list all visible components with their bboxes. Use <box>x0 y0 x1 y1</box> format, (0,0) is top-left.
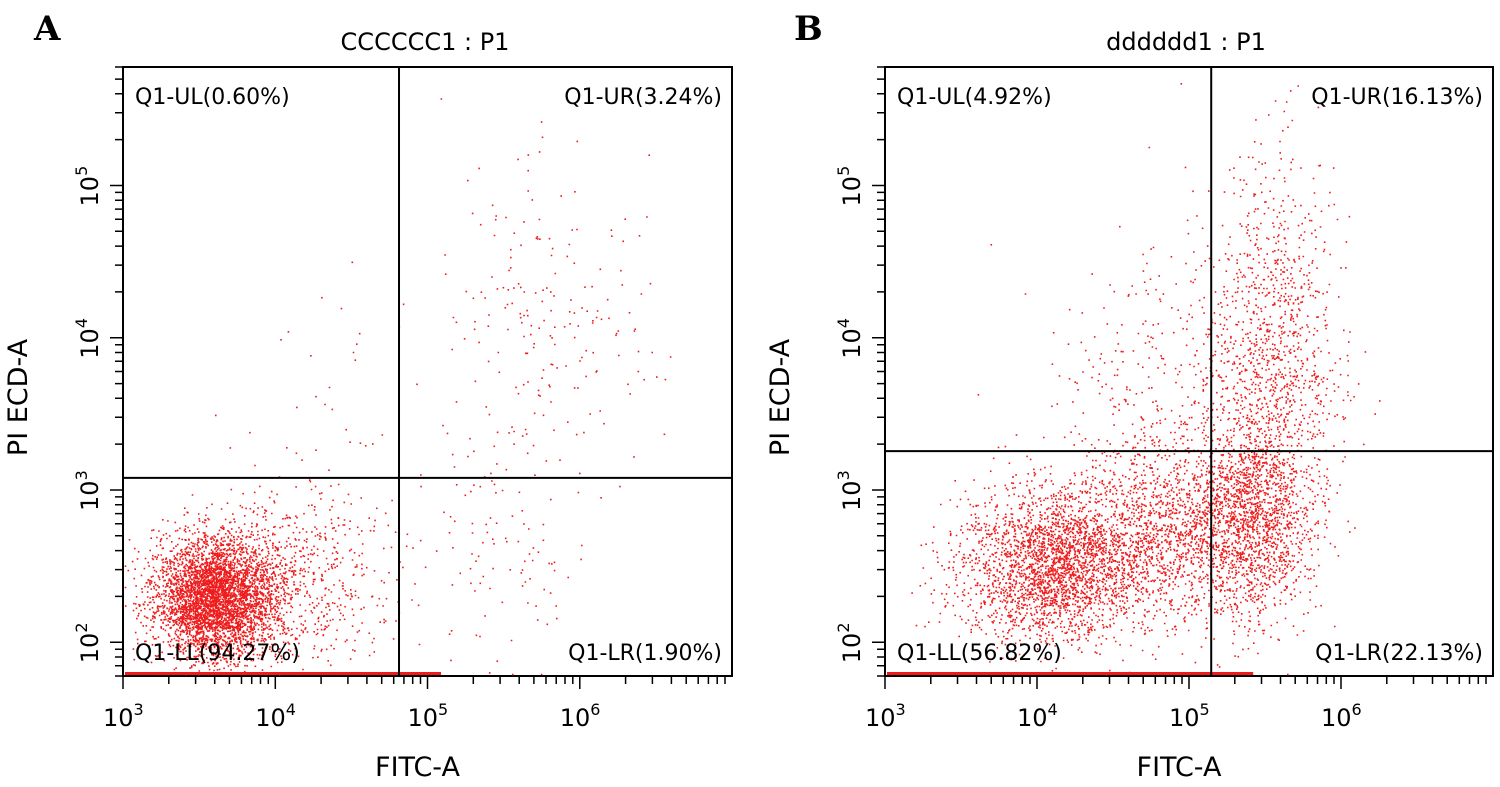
y-tick-exponent: 4 <box>72 318 91 328</box>
x-tick-label: 104 <box>1017 700 1058 732</box>
x-tick-base: 10 <box>1017 704 1048 732</box>
quadrant-label-ul: Q1-UL(0.60%) <box>135 85 290 110</box>
x-tick-labels: 103 104 105 106 <box>865 700 1362 732</box>
x-tick-base: 10 <box>408 704 439 732</box>
y-tick-labels: 102 103 104 105 <box>834 166 866 663</box>
axis-ticks <box>872 66 1487 689</box>
panel-a: A CCCCCC1 : P1 Q1-UL(0.60%) Q1-UR(3.24%)… <box>3 9 733 783</box>
y-tick-label: 102 <box>834 622 866 663</box>
y-tick-exponent: 3 <box>72 470 91 480</box>
x-tick-exponent: 4 <box>286 700 296 719</box>
x-axis-label: FITC-A <box>1137 752 1222 783</box>
y-tick-labels: 102 103 104 105 <box>72 166 104 663</box>
x-tick-label: 103 <box>865 700 906 732</box>
x-tick-exponent: 5 <box>438 700 448 719</box>
y-tick-base: 10 <box>76 633 104 664</box>
y-tick-exponent: 2 <box>834 622 853 632</box>
y-tick-base: 10 <box>76 480 104 511</box>
y-tick-exponent: 2 <box>72 622 91 632</box>
quadrant-label-lr: Q1-LR(22.13%) <box>1315 641 1483 666</box>
y-tick-label: 105 <box>72 166 104 207</box>
x-tick-exponent: 3 <box>134 700 144 719</box>
y-tick-label: 104 <box>834 318 866 359</box>
y-tick-base: 10 <box>838 480 866 511</box>
x-tick-label: 106 <box>560 700 601 732</box>
scatter-points <box>887 83 1381 676</box>
x-tick-base: 10 <box>1169 704 1200 732</box>
x-tick-exponent: 6 <box>590 700 600 719</box>
x-tick-label: 105 <box>1169 700 1210 732</box>
y-tick-base: 10 <box>76 176 104 207</box>
y-tick-base: 10 <box>838 176 866 207</box>
x-tick-label: 103 <box>103 700 144 732</box>
x-tick-label: 106 <box>1321 700 1362 732</box>
y-axis-label: PI ECD-A <box>765 338 796 456</box>
x-tick-label: 104 <box>255 700 296 732</box>
quadrant-label-ll: Q1-LL(56.82%) <box>897 641 1062 666</box>
y-tick-label: 104 <box>72 318 104 359</box>
baseline-events <box>887 672 1254 675</box>
x-tick-labels: 103 104 105 106 <box>103 700 600 732</box>
y-tick-exponent: 3 <box>834 470 853 480</box>
x-tick-base: 10 <box>255 704 286 732</box>
y-tick-base: 10 <box>838 328 866 359</box>
scatter-points <box>124 98 672 676</box>
y-tick-exponent: 5 <box>834 166 853 176</box>
x-tick-exponent: 5 <box>1200 700 1210 719</box>
y-tick-label: 102 <box>72 622 104 663</box>
quadrant-label-lr: Q1-LR(1.90%) <box>568 641 722 666</box>
x-tick-label: 105 <box>408 700 449 732</box>
x-tick-exponent: 6 <box>1352 700 1362 719</box>
x-tick-base: 10 <box>103 704 134 732</box>
panel-letter: B <box>794 9 823 49</box>
y-tick-label: 103 <box>834 470 866 511</box>
y-tick-base: 10 <box>838 633 866 664</box>
minor-ticks <box>872 66 1487 689</box>
x-tick-base: 10 <box>865 704 896 732</box>
axis-ticks <box>110 66 726 689</box>
quadrant-label-ur: Q1-UR(16.13%) <box>1311 85 1483 110</box>
y-tick-label: 103 <box>72 470 104 511</box>
y-tick-exponent: 4 <box>834 318 853 328</box>
minor-ticks <box>110 66 726 689</box>
baseline-events <box>125 672 442 675</box>
x-tick-base: 10 <box>560 704 591 732</box>
chart-title: CCCCCC1 : P1 <box>341 28 510 56</box>
x-tick-exponent: 4 <box>1048 700 1058 719</box>
x-tick-base: 10 <box>1321 704 1352 732</box>
y-tick-exponent: 5 <box>72 166 91 176</box>
quadrant-label-ul: Q1-UL(4.92%) <box>897 85 1052 110</box>
quadrant-label-ll: Q1-LL(94.27%) <box>135 641 300 666</box>
x-axis-label: FITC-A <box>375 752 460 783</box>
y-tick-base: 10 <box>76 328 104 359</box>
scatter-point-cloud <box>911 83 1381 676</box>
panel-letter: A <box>33 9 61 49</box>
x-tick-exponent: 3 <box>896 700 906 719</box>
y-axis-label: PI ECD-A <box>3 338 34 456</box>
panel-b: B dddddd1 : P1 Q1-UL(4.92%) Q1-UR(16.13%… <box>765 9 1494 783</box>
y-tick-label: 105 <box>834 166 866 207</box>
quadrant-label-ur: Q1-UR(3.24%) <box>564 85 722 110</box>
chart-title: dddddd1 : P1 <box>1106 28 1266 56</box>
